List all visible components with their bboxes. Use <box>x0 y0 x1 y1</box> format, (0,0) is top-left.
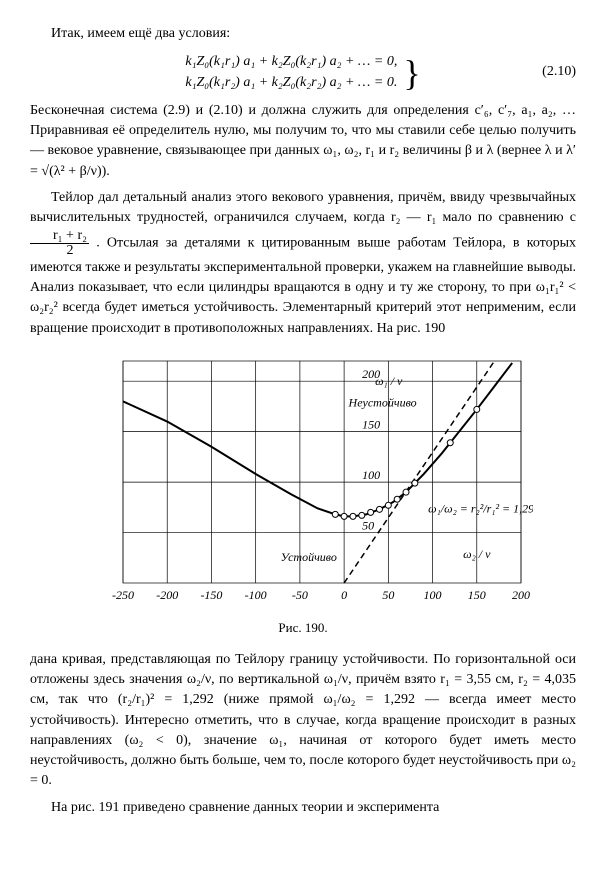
paragraph-4: дана кривая, представляющая по Тейлору г… <box>30 650 576 792</box>
svg-text:0: 0 <box>341 588 347 602</box>
svg-text:100: 100 <box>424 588 442 602</box>
svg-text:50: 50 <box>382 588 394 602</box>
stability-chart: -250-200-150-100-50050100150200501001502… <box>73 351 533 611</box>
svg-text:-150: -150 <box>200 588 222 602</box>
svg-text:50: 50 <box>362 518 374 532</box>
eq-line-2: k₁Z₀(k₁r₂) a₁ + k₂Z₀(k₂r₂) a₂ + … = 0. <box>185 73 397 93</box>
equation-2-10: k₁Z₀(k₁r₁) a₁ + k₂Z₀(k₂r₁) a₂ + … = 0, k… <box>30 52 576 93</box>
figure-190: -250-200-150-100-50050100150200501001502… <box>30 351 576 611</box>
equation-lines: k₁Z₀(k₁r₁) a₁ + k₂Z₀(k₂r₁) a₂ + … = 0, k… <box>185 52 397 93</box>
svg-text:100: 100 <box>362 468 380 482</box>
svg-text:150: 150 <box>468 588 486 602</box>
svg-text:ω₂ / ν: ω₂ / ν <box>463 547 491 561</box>
svg-text:-50: -50 <box>292 588 308 602</box>
svg-text:-100: -100 <box>245 588 267 602</box>
svg-text:ω₁/ω₂ = r₂²/r₁² = 1,292: ω₁/ω₂ = r₂²/r₁² = 1,292 <box>428 501 533 515</box>
svg-text:150: 150 <box>362 417 380 431</box>
p3-part-b: . Отсылая за деталями к цитированным выш… <box>30 235 576 335</box>
frac-bot: 2 <box>30 244 89 258</box>
p3-part-a: Тейлор дал детальный анализ этого веково… <box>30 190 576 225</box>
svg-text:ω₁ / ν: ω₁ / ν <box>375 374 403 388</box>
svg-text:-200: -200 <box>156 588 178 602</box>
equation-brace: } <box>403 55 420 91</box>
svg-text:-250: -250 <box>112 588 134 602</box>
paragraph-2: Бесконечная система (2.9) и (2.10) и дол… <box>30 101 576 182</box>
svg-text:200: 200 <box>512 588 530 602</box>
equation-number: (2.10) <box>542 62 576 82</box>
frac-top: r₁ + r₂ <box>30 229 89 244</box>
svg-text:Устойчиво: Устойчиво <box>281 550 337 564</box>
svg-text:Неустойчиво: Неустойчиво <box>348 395 417 409</box>
eq-line-1: k₁Z₀(k₁r₁) a₁ + k₂Z₀(k₂r₁) a₂ + … = 0, <box>185 52 397 72</box>
figure-caption: Рис. 190. <box>30 619 576 638</box>
paragraph-3: Тейлор дал детальный анализ этого веково… <box>30 188 576 339</box>
paragraph-5: На рис. 191 приведено сравнение данных т… <box>30 798 576 818</box>
intro-text: Итак, имеем ещё два условия: <box>30 24 576 44</box>
